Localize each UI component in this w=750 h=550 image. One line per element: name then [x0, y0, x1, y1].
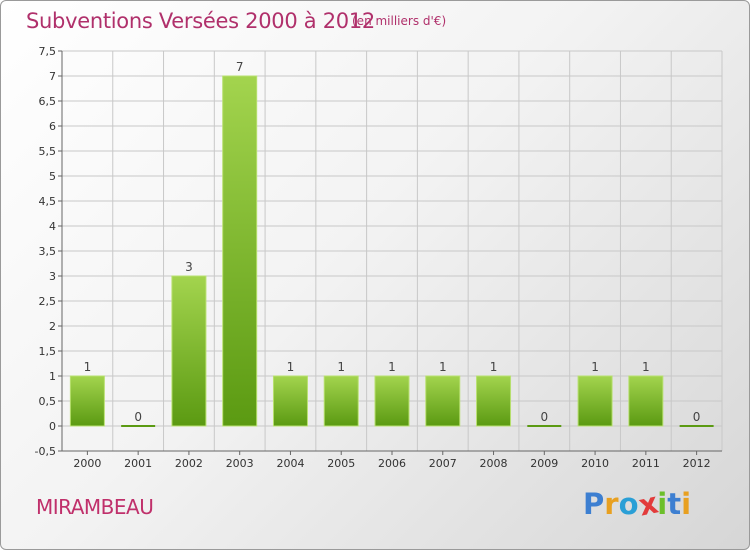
x-tick-label: 2003	[226, 457, 254, 470]
x-tick-label: 2008	[480, 457, 508, 470]
bar-2001	[121, 425, 156, 427]
bar-2011	[628, 375, 664, 427]
y-tick-label: 7	[49, 70, 56, 83]
value-label: 7	[236, 60, 244, 74]
chart-title: Subventions Versées 2000 à 2012	[26, 9, 375, 33]
bar-layer	[69, 75, 714, 427]
y-tick-label: 2	[49, 320, 56, 333]
bar-2012	[679, 425, 714, 427]
y-tick-label: 6,5	[39, 95, 57, 108]
value-label: 3	[185, 260, 193, 274]
value-label: 1	[591, 360, 599, 374]
chart-unit: (en milliers d'€)	[352, 14, 447, 28]
y-tick-label: 2,5	[39, 295, 57, 308]
y-tick-label: 5,5	[39, 145, 57, 158]
y-tick-label: 7,5	[39, 45, 57, 58]
bar-2005	[323, 375, 359, 427]
bar-2004	[272, 375, 308, 427]
y-tick-label: 4	[49, 220, 56, 233]
bar-2003	[222, 75, 258, 427]
x-tick-label: 2006	[378, 457, 406, 470]
x-tick-label: 2000	[73, 457, 101, 470]
logo-letter: i	[657, 487, 668, 521]
y-tick-label: 5	[49, 170, 56, 183]
logo-letter: t	[667, 487, 682, 521]
label-layer: -0,5 0 0,5 1 1,5 2 2,5 3 3,5 4 4,5 5 5,5 6 6,5 7 7,5 1 200…	[35, 45, 711, 470]
bar-2007	[425, 375, 461, 427]
value-label: 1	[439, 360, 447, 374]
value-label: 0	[693, 410, 701, 424]
bar-2006	[374, 375, 410, 427]
bar-2002	[171, 275, 207, 427]
logo-letter: o	[618, 487, 639, 521]
value-label: 1	[388, 360, 396, 374]
y-tick-label: 3	[49, 270, 56, 283]
value-label: 1	[287, 360, 295, 374]
x-tick-label: 2005	[327, 457, 355, 470]
y-tick-label: 3,5	[39, 245, 57, 258]
bar-2000	[69, 375, 105, 427]
y-tick-label: 1	[49, 370, 56, 383]
x-tick-label: 2002	[175, 457, 203, 470]
logo-letter: r	[604, 487, 619, 521]
x-tick-label: 2004	[276, 457, 304, 470]
bar-2008	[476, 375, 512, 427]
x-tick-label: 2010	[581, 457, 609, 470]
value-label: 0	[540, 410, 548, 424]
logo-letter: i	[681, 487, 692, 521]
x-tick-label: 2009	[530, 457, 558, 470]
bar-2010	[577, 375, 613, 427]
y-tick-label: 6	[49, 120, 56, 133]
proxiti-logo[interactable]: Proxiti	[583, 485, 692, 522]
x-tick-label: 2001	[124, 457, 152, 470]
y-tick-label: 1,5	[39, 345, 57, 358]
commune-name: MIRAMBEAU	[36, 495, 154, 519]
x-tick-label: 2012	[683, 457, 711, 470]
axis-layer	[58, 50, 722, 455]
y-tick-label: 0,5	[39, 395, 57, 408]
value-label: 0	[134, 410, 142, 424]
y-tick-label: 0	[49, 420, 56, 433]
value-label: 1	[84, 360, 92, 374]
value-label: 1	[490, 360, 498, 374]
y-tick-label: -0,5	[35, 445, 56, 458]
x-tick-label: 2007	[429, 457, 457, 470]
bar-2009	[527, 425, 562, 427]
value-label: 1	[337, 360, 345, 374]
logo-letter: P	[583, 487, 605, 521]
value-label: 1	[642, 360, 650, 374]
x-tick-label: 2011	[632, 457, 660, 470]
y-tick-label: 4,5	[39, 195, 57, 208]
